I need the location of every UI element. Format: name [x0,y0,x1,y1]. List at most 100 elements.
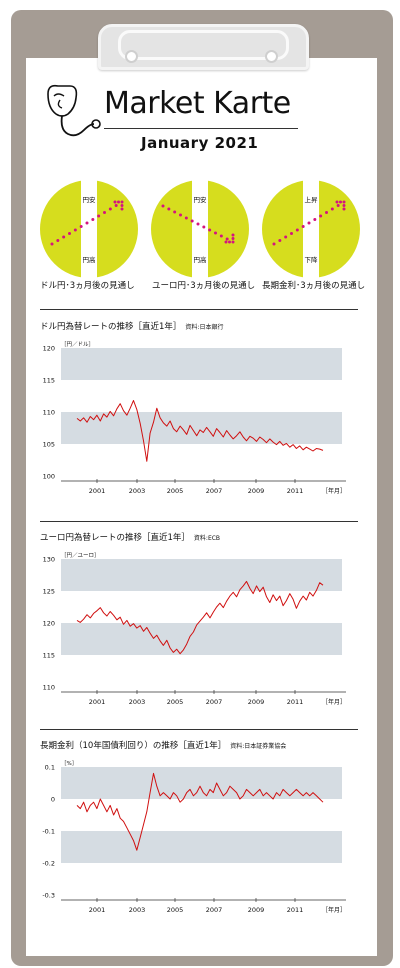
arrow-dot [50,242,54,246]
x-tick-label: 2001 [89,906,106,914]
arrow-dot [85,221,89,225]
arrow-dot [225,237,229,241]
chart-title-long-rate: 長期金利（10年国債利回り）の推移［直近1年］ 資料:日本証券業協会 [40,739,286,751]
y-unit-label: ［%］ [61,760,77,767]
arrow-dot [307,221,311,225]
chart-source: 資料:日本銀行 [185,324,224,331]
outlook-long-rate: 上昇 下降 [262,180,360,278]
arrow-dot [167,207,171,211]
outlook-caption: ユーロ円･3ヵ月後の見通し [152,281,256,291]
x-tick-label: 2005 [167,487,184,495]
outlook-bottom-label: 円高 [194,255,208,264]
arrow-dot [278,239,282,242]
grid-band [61,831,342,863]
y-tick-label: -0.2 [42,860,55,868]
series-line [76,772,324,851]
arrow-head-dot [117,200,120,204]
arrow-dot [62,235,66,239]
y-tick-label: 120 [43,620,55,628]
outlook-arrow-dots [161,204,235,244]
x-tick-label: 2009 [248,487,265,495]
outlook-caption: ドル円･3ヵ月後の見通し [40,281,135,291]
arrow-dot [231,240,235,244]
arrow-dot [272,242,276,246]
section-rule [40,729,358,730]
chart-source: 資料:ECB [193,535,221,542]
x-tick-label: 2001 [89,487,106,495]
chart-long-rate: 0.1 0 -0.1 -0.2 -0.3 ［%］ 2001 2003 2005 2007 2009 2… [42,760,346,914]
y-tick-label: 0 [51,796,55,804]
outlook-circle: 上昇 下降 [262,180,360,278]
x-tick-label: 2005 [167,906,184,914]
x-tick-label: 2003 [129,698,146,706]
outlook-arrow-dots [272,200,346,246]
grid-band [61,767,342,799]
y-tick-label: 0.1 [45,764,55,772]
arrow-head-dot [120,207,124,211]
arrow-dot [301,225,305,228]
outlook-circle: 円安 円高 [40,180,138,278]
y-tick-label: 120 [43,345,55,353]
title-rule [104,128,298,129]
arrow-dot [68,232,71,235]
arrow-dot [161,204,165,208]
arrow-dot [290,232,293,235]
arrow-dot [208,228,212,232]
chart-title: ドル円為替レートの推移［直近1年］ [40,322,182,332]
grid-band [61,348,342,380]
arrow-dot [184,216,188,220]
y-unit-label: ［円／ドル］ [61,341,94,348]
y-tick-label: 110 [43,409,55,417]
arrow-dot [97,214,101,218]
arrow-head-dot [224,240,228,244]
outlook-arrow-dots [50,200,124,246]
outlook-top-label: 円安 [194,195,208,204]
arrow-dot [330,207,334,211]
x-tick-label: 2011 [287,906,304,914]
series-line [76,400,324,462]
outlook-bottom-label: 下降 [305,255,319,264]
x-axis-label: ［年月］ [322,487,346,495]
x-tick-label: 2005 [167,698,184,706]
x-tick-label: 2007 [206,487,223,495]
grid-band [61,412,342,444]
grid-band [61,559,342,591]
arrow-head-dot [231,233,235,237]
arrow-dot [325,211,328,214]
y-tick-label: -0.3 [42,892,55,900]
arrow-dot [196,222,200,226]
arrow-dot [103,211,106,214]
arrow-head-dot [228,240,231,244]
y-tick-label: 110 [43,684,55,692]
y-tick-label: 100 [43,473,55,481]
arrow-dot [319,214,323,218]
arrow-dot [202,225,206,229]
arrow-dot [190,219,194,223]
arrow-dot [120,200,124,204]
x-axis-label: ［年月］ [322,906,346,914]
chart-title-eur-jpy: ユーロ円為替レートの推移［直近1年］ 資料:ECB [40,531,220,543]
arrow-head-dot [231,237,235,240]
arrow-dot [214,231,217,235]
x-tick-label: 2003 [129,906,146,914]
arrow-head-dot [342,207,346,211]
arrow-dot [336,204,340,207]
arrow-dot [295,228,299,232]
x-axis-label: ［年月］ [322,698,346,706]
outlook-circle: 円安 円高 [151,180,249,278]
arrow-head-dot [339,200,342,204]
y-unit-label: ［円／ユーロ］ [61,552,100,559]
y-tick-label: 115 [43,652,55,660]
arrow-dot [108,207,112,211]
arrow-dot [313,218,317,221]
section-rule [40,309,358,310]
y-tick-label: 130 [43,556,55,564]
chart-source: 資料:日本証券業協会 [230,743,287,750]
arrow-dot [342,200,346,204]
outlook-usd-jpy: 円安 円高 [40,180,138,278]
outlook-bottom-label: 円高 [83,255,97,264]
clip-window [118,30,289,60]
x-tick-label: 2003 [129,487,146,495]
arrow-head-dot [120,204,124,207]
arrow-dot [114,204,118,207]
